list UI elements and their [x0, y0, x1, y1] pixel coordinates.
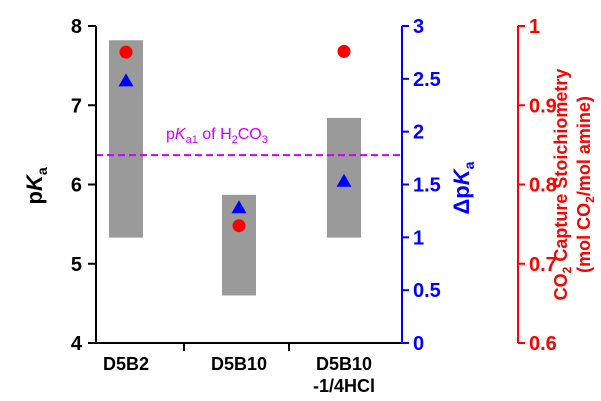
dpka-axis-tick-label: 2.5 — [413, 69, 441, 91]
stoich-axis-tick-label: 0.6 — [529, 333, 557, 355]
dpka-triangle-marker — [118, 73, 134, 87]
left-title-k: K — [22, 173, 47, 191]
ref-label-k: K — [175, 126, 187, 143]
pka-range-bar-1 — [109, 40, 143, 238]
dpka-axis-tick-label: 0.5 — [413, 280, 441, 302]
left-axis-tick-label: 8 — [71, 16, 82, 38]
category-label: D5B2 — [103, 354, 149, 374]
stoich-axis-tick-label: 0.8 — [529, 175, 557, 197]
data-points — [118, 44, 352, 233]
ref-label-of-h: of H — [198, 126, 232, 143]
ref-label-sub-2: 2 — [232, 134, 238, 146]
left-axis-tick-label: 4 — [71, 333, 83, 355]
stoich-title-co: CO — [551, 273, 571, 300]
stoich-axis-tick-label: 0.9 — [529, 95, 557, 117]
left-title-sub-a: a — [34, 167, 50, 175]
category-label: -1/4HCl — [313, 376, 375, 396]
dpka-axis-tick-label: 2 — [413, 122, 424, 144]
left-axis-tick-label: 7 — [71, 95, 82, 117]
ref-label-co: CO — [238, 126, 262, 143]
stoich-axis-tick-label: 1 — [529, 16, 540, 38]
reference-line-group: pKa1 of H2CO3 — [96, 126, 402, 157]
ref-label-p: p — [166, 126, 175, 143]
left-axis-tick-label: 6 — [71, 175, 82, 197]
ref-label-sub-a1: a1 — [186, 134, 198, 146]
category-label: D5B10 — [211, 354, 267, 374]
axes: 4 5 6 7 8 0 0.5 1 1.5 2 2.5 3 0.6 0.7 0.8 0.9 1 — [71, 16, 557, 355]
dpka-axis-tick-label: 0 — [413, 333, 424, 355]
pka-range-bars — [109, 40, 361, 296]
stoich-circle-marker — [232, 219, 246, 233]
stoich-axis-title-line1: CO2 Capture Stoichiometry — [551, 69, 574, 301]
dpka-axis-tick-label: 1 — [413, 227, 424, 249]
stoich-circle-marker — [119, 45, 133, 59]
dpka-triangle-marker — [336, 173, 352, 187]
stoich-title-sub-2: 2 — [560, 266, 574, 273]
stoich-title-sub-2b: 2 — [583, 196, 597, 203]
stoich-axis-title-line2: (mol CO2/mol amine) — [574, 96, 597, 273]
stoich-title-rest: Capture Stoichiometry — [551, 69, 571, 267]
left-axis-title: pKa — [22, 167, 50, 204]
ref-label-sub-3: 3 — [262, 134, 268, 146]
dpka-axis-tick-label: 1.5 — [413, 175, 441, 197]
left-title-p: p — [22, 191, 47, 204]
dpka-triangle-marker — [231, 200, 247, 214]
dpka-axis-title: ΔpKa — [449, 161, 477, 214]
category-label: D5B10 — [316, 354, 372, 374]
dpka-title-k: K — [449, 167, 474, 185]
stoich-title-mol-amine: /mol amine) — [574, 96, 594, 196]
dpka-axis-tick-label: 3 — [413, 16, 424, 38]
dpka-title-dp: Δp — [449, 185, 474, 214]
stoich-axis-tick-label: 0.7 — [529, 254, 557, 276]
reference-line-label: pKa1 of H2CO3 — [166, 126, 268, 146]
stoich-circle-marker — [337, 44, 351, 58]
dpka-title-sub-a: a — [461, 161, 477, 169]
stoich-title-mol-co: (mol CO — [574, 203, 594, 273]
left-axis-tick-label: 5 — [71, 254, 82, 276]
